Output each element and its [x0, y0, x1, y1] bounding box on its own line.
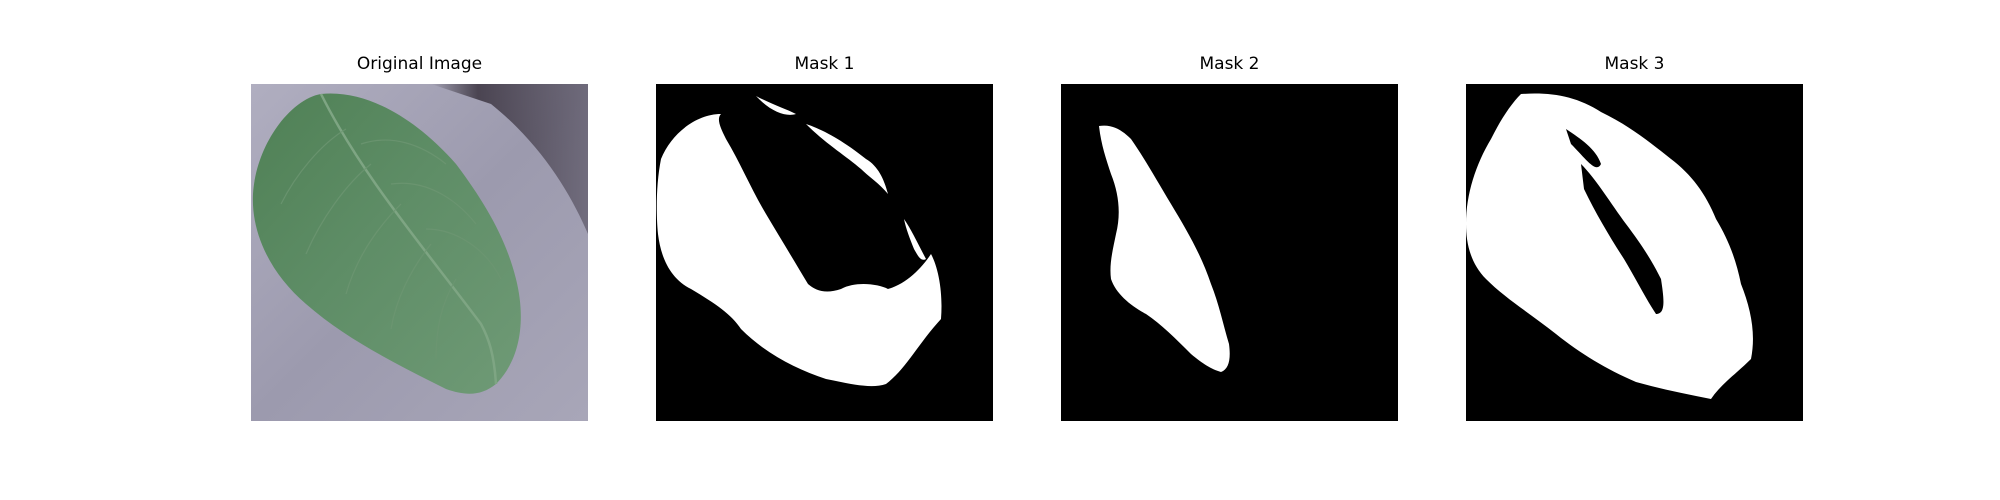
leaf-midrib: [319, 93, 498, 385]
mask-region: [1466, 93, 1753, 400]
mask-fragment: [756, 96, 796, 115]
mask-hole: [1581, 164, 1664, 314]
panel-original-image: Original Image: [251, 54, 588, 421]
panel-title: Mask 2: [1199, 54, 1260, 74]
mask-region: [656, 114, 942, 387]
panel-mask-2: Mask 2: [1061, 54, 1398, 421]
mask-3-image: [1466, 84, 1803, 421]
mask-hole: [1566, 129, 1601, 168]
leaf-shadow: [431, 84, 588, 234]
mask-fragment: [806, 124, 888, 194]
mask-2-image: [1061, 84, 1398, 421]
mask-fragment: [904, 219, 926, 260]
panel-mask-3: Mask 3: [1466, 54, 1803, 421]
panel-title: Mask 3: [1604, 54, 1665, 74]
mask-region: [1099, 125, 1230, 372]
leaf-veins: [280, 128, 502, 360]
panel-mask-1: Mask 1: [656, 54, 993, 421]
mask-hole: [1466, 110, 1484, 139]
mask-1-image: [656, 84, 993, 421]
panel-title: Original Image: [356, 54, 483, 74]
panel-title: Mask 1: [794, 54, 855, 74]
leaf-photo: [251, 84, 588, 421]
leaf: [252, 93, 521, 394]
